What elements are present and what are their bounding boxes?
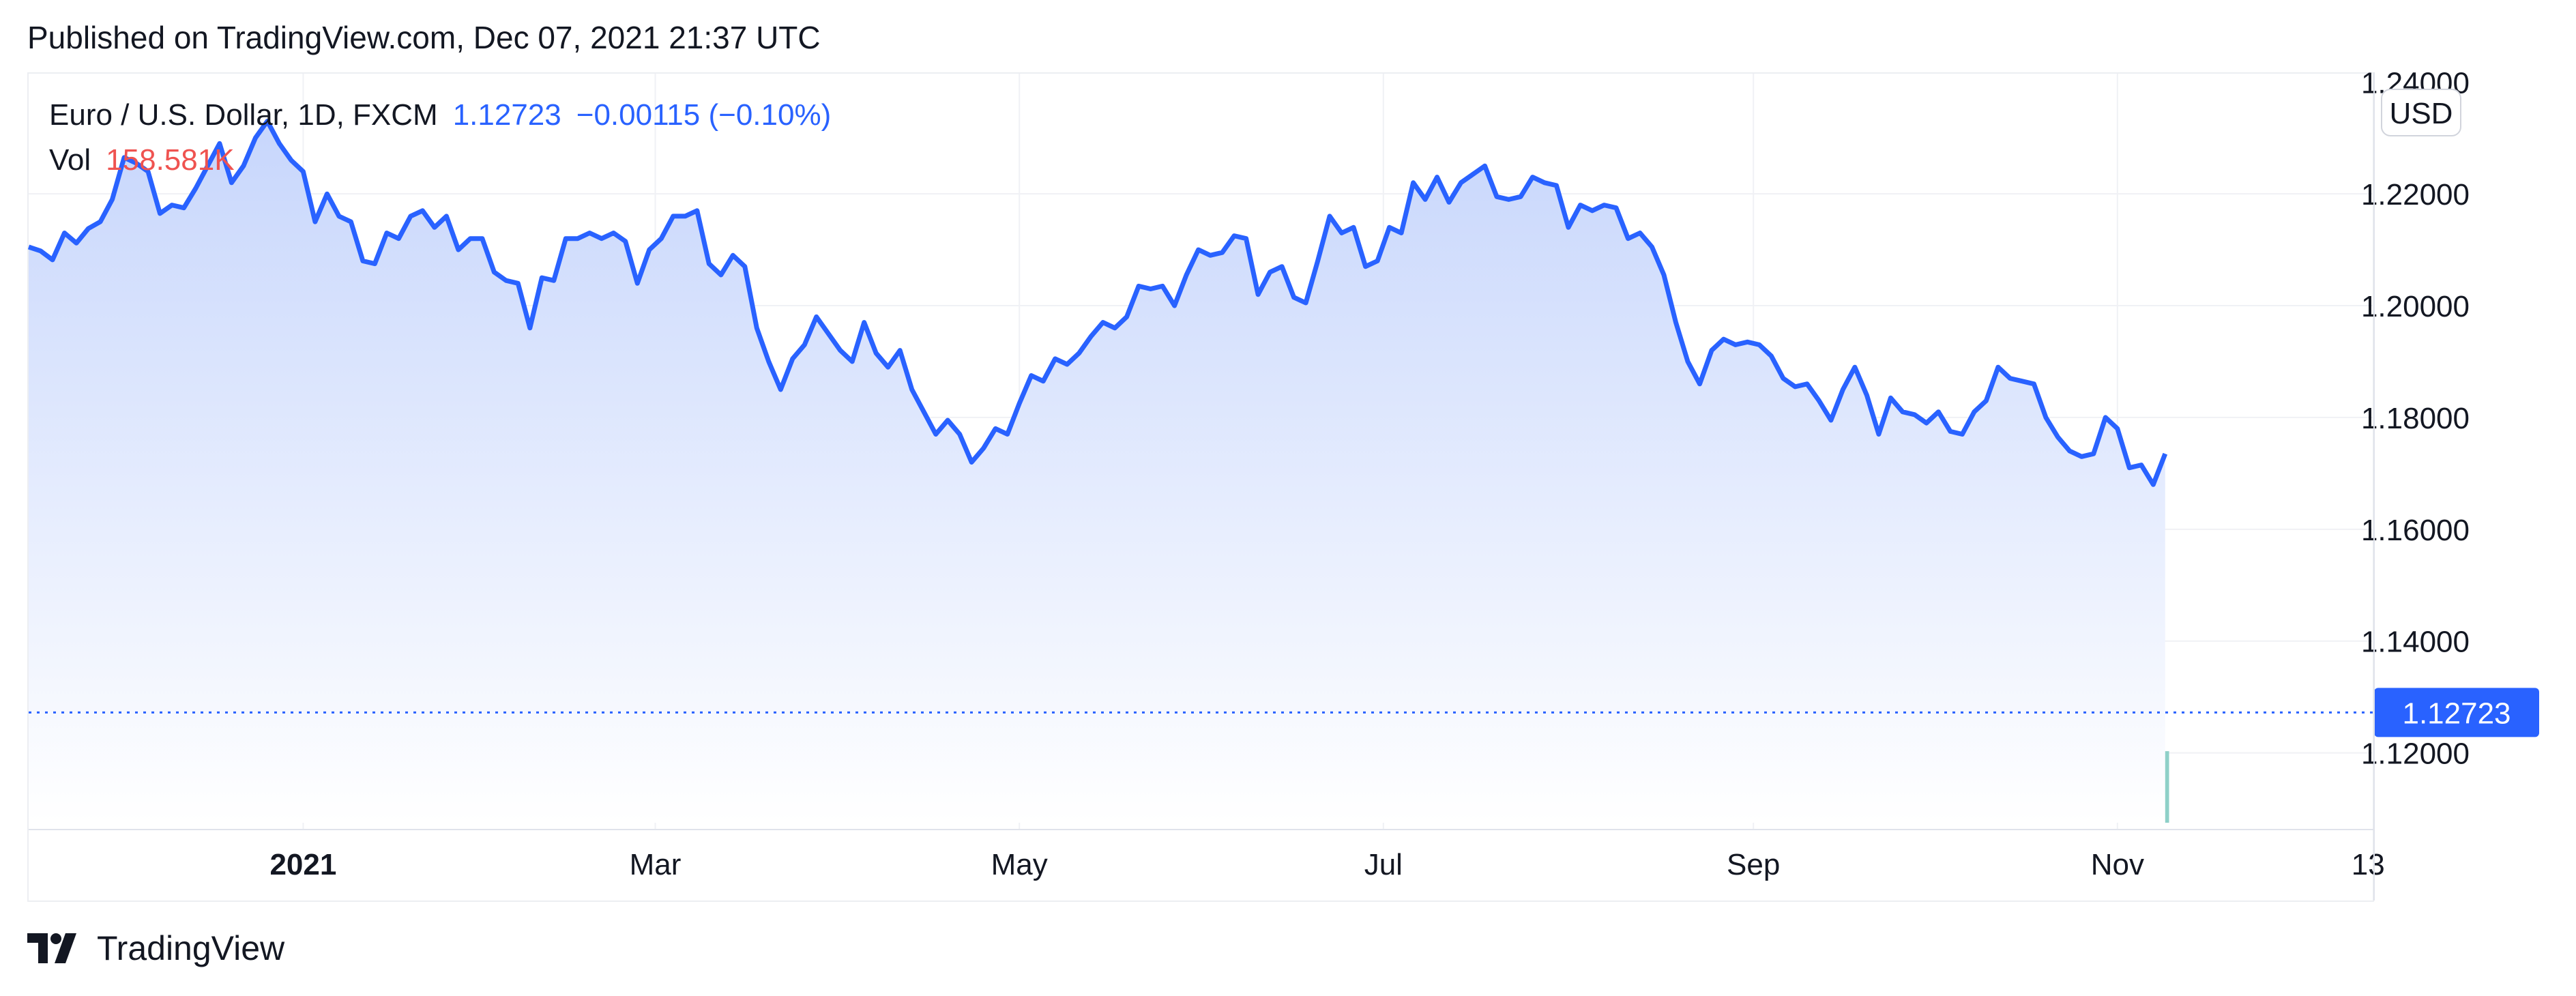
volume-label[interactable]: Vol <box>49 143 91 177</box>
last-price-value: 1.12723 <box>452 98 561 132</box>
last-price-label-bg <box>2374 688 2539 737</box>
time-tick-label: Nov <box>2091 848 2144 881</box>
last-price-label: 1.12723 <box>2402 697 2511 730</box>
published-caption: Published on TradingView.com, Dec 07, 20… <box>27 20 821 55</box>
time-tick-label: Sep <box>1727 848 1780 881</box>
brand-name: TradingView <box>97 929 285 967</box>
volume-value: 158.581K <box>106 143 235 177</box>
currency-button[interactable]: USD <box>2381 89 2461 136</box>
tradingview-logo[interactable]: TradingView <box>27 928 284 969</box>
price-area-fill <box>29 121 2165 823</box>
price-tick-label: 1.16000 <box>2361 514 2470 547</box>
symbol-legend: Euro / U.S. Dollar, 1D, FXCM 1.12723 −0.00… <box>49 98 831 132</box>
symbol-title[interactable]: Euro / U.S. Dollar, 1D, FXCM <box>49 98 438 132</box>
time-tick-label: Mar <box>630 848 682 881</box>
price-line[interactable] <box>27 119 2168 487</box>
price-tick-label: 1.12000 <box>2361 737 2470 771</box>
price-change-value: −0.00115 (−0.10%) <box>576 98 832 132</box>
time-tick-label: May <box>991 848 1048 881</box>
time-tick-label: 13 <box>2352 848 2385 881</box>
price-tick-label: 1.22000 <box>2361 178 2470 211</box>
tradingview-logo-icon <box>27 933 76 963</box>
time-tick-label: 2021 <box>269 848 336 881</box>
volume-legend: Vol 158.581K <box>49 143 235 177</box>
time-tick-label: Jul <box>1364 848 1403 881</box>
price-tick-label: 1.18000 <box>2361 402 2470 435</box>
price-tick-label: 1.14000 <box>2361 626 2470 659</box>
price-tick-label: 1.20000 <box>2361 290 2470 323</box>
